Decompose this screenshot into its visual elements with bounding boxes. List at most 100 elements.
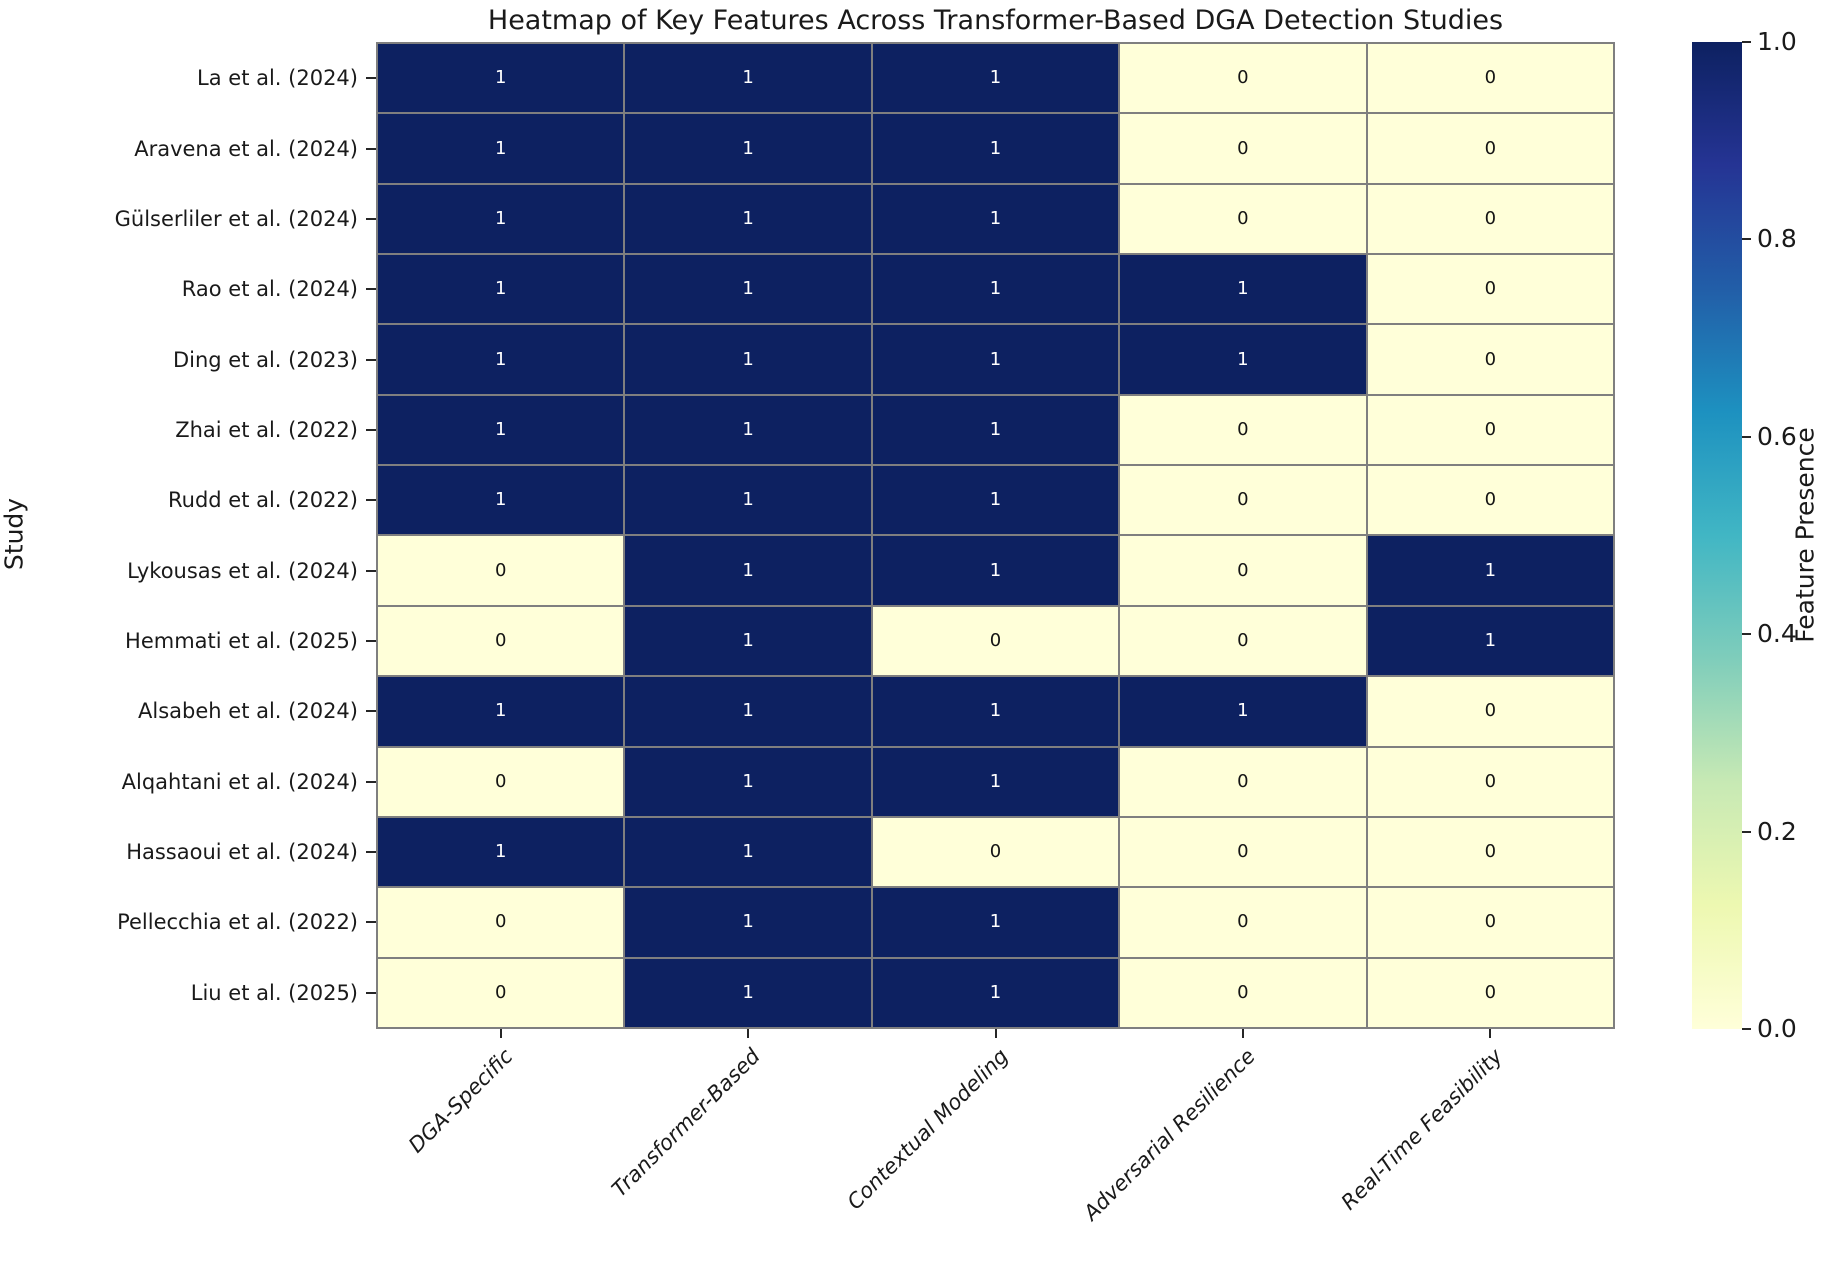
cell-annotation: 0 <box>1484 418 1497 440</box>
colorbar <box>1692 42 1742 1029</box>
heatmap-cell: 1 <box>378 677 624 746</box>
x-tick-label: Contextual Modeling <box>842 1044 1013 1215</box>
heatmap-cell: 0 <box>1367 466 1613 535</box>
y-tick-label: Lykousas et al. (2024) <box>127 558 358 583</box>
heatmap-cell: 0 <box>1120 888 1366 957</box>
cell-annotation: 1 <box>494 67 507 89</box>
cell-annotation: 0 <box>1237 911 1249 933</box>
cell-annotation: 0 <box>1237 418 1249 440</box>
y-tick-mark <box>366 991 376 994</box>
cell-annotation: 1 <box>1237 278 1249 300</box>
y-tick-label: Zhai et al. (2022) <box>175 417 358 442</box>
cell-annotation: 1 <box>989 137 1002 159</box>
y-tick-label: Gülserliler et al. (2024) <box>114 206 358 231</box>
cell-annotation: 0 <box>1237 559 1249 581</box>
heatmap-cell: 0 <box>1120 184 1366 254</box>
y-tick-label: Hassaoui et al. (2024) <box>126 840 358 865</box>
heatmap-cell: 1 <box>625 888 871 957</box>
cell-annotation: 0 <box>494 630 507 652</box>
cell-annotation: 1 <box>989 770 1002 792</box>
colorbar-tick-label: 1.0 <box>1757 27 1797 56</box>
y-tick-label: Alsabeh et al. (2024) <box>138 699 358 724</box>
cell-annotation: 0 <box>1484 911 1497 933</box>
chart-title: Heatmap of Key Features Across Transform… <box>487 5 1504 36</box>
heatmap-cell: 0 <box>378 606 624 676</box>
y-tick-mark <box>366 851 376 854</box>
cell-annotation: 1 <box>1484 630 1497 652</box>
heatmap-cell: 1 <box>872 536 1119 605</box>
heatmap-cell: 0 <box>1120 747 1366 816</box>
cell-annotation: 1 <box>494 841 507 863</box>
x-tick-mark <box>994 1029 997 1038</box>
x-tick-label: DGA-Specific <box>404 1044 518 1158</box>
cell-annotation: 0 <box>494 559 507 581</box>
heatmap-cell: 1 <box>378 466 624 535</box>
heatmap-cell: 0 <box>1120 536 1366 605</box>
y-tick-mark <box>366 428 376 431</box>
heatmap-cell: 0 <box>872 817 1119 887</box>
cell-annotation: 1 <box>989 207 1002 229</box>
y-tick-mark <box>366 77 376 80</box>
heatmap-cell: 0 <box>1367 255 1613 324</box>
heatmap-cell: 0 <box>1367 114 1613 183</box>
cell-annotation: 1 <box>742 841 754 863</box>
heatmap-cell: 0 <box>1120 817 1366 887</box>
heatmap-cell: 0 <box>1120 466 1366 535</box>
cell-annotation: 1 <box>1484 559 1497 581</box>
heatmap-cell: 1 <box>872 255 1119 324</box>
colorbar-label: Feature Presence <box>1790 427 1820 643</box>
heatmap-cell: 1 <box>872 325 1119 394</box>
cell-annotation: 1 <box>742 207 754 229</box>
heatmap-cell: 0 <box>1367 747 1613 816</box>
cell-annotation: 0 <box>494 981 507 1003</box>
heatmap-cell: 1 <box>625 255 871 324</box>
y-tick-mark <box>366 147 376 150</box>
heatmap-cell: 1 <box>378 395 624 465</box>
cell-annotation: 1 <box>742 278 754 300</box>
cell-annotation: 1 <box>989 489 1002 511</box>
cell-annotation: 1 <box>989 348 1002 370</box>
heatmap-cell: 0 <box>1120 114 1366 183</box>
cell-annotation: 1 <box>494 137 507 159</box>
cell-annotation: 0 <box>1484 137 1497 159</box>
cell-annotation: 0 <box>1484 348 1497 370</box>
heatmap-cell: 1 <box>625 114 871 183</box>
heatmap-cell: 0 <box>1367 958 1613 1027</box>
cell-annotation: 1 <box>494 418 507 440</box>
heatmap-cell: 1 <box>1120 255 1366 324</box>
cell-annotation: 0 <box>1237 770 1249 792</box>
heatmap-cell: 0 <box>872 606 1119 676</box>
y-tick-mark <box>366 217 376 220</box>
heatmap-cell: 1 <box>625 677 871 746</box>
heatmap-cell: 1 <box>872 184 1119 254</box>
cell-annotation: 0 <box>1484 489 1497 511</box>
heatmap-cell: 1 <box>378 255 624 324</box>
heatmap-cell: 1 <box>625 536 871 605</box>
heatmap-grid: 1 1 1 0 0 1 1 1 0 0 1 1 1 0 0 1 1 1 1 0 1 1 1 1 0 1 1 1 0 0 1 1 1 0 0 0 1 1 0 1… <box>376 42 1615 1029</box>
colorbar-tick-label: 0.8 <box>1757 224 1797 254</box>
cell-annotation: 0 <box>1237 981 1249 1003</box>
cell-annotation: 1 <box>742 770 754 792</box>
heatmap-cell: 1 <box>1120 677 1366 746</box>
heatmap-cell: 1 <box>378 114 624 183</box>
y-tick-label: Hemmati et al. (2025) <box>125 629 358 654</box>
x-tick-mark <box>1489 1029 1492 1038</box>
heatmap-cell: 0 <box>378 958 624 1027</box>
cell-annotation: 0 <box>1484 700 1497 722</box>
cell-annotation: 1 <box>1237 700 1249 722</box>
heatmap-cell: 1 <box>625 395 871 465</box>
x-tick-mark <box>1241 1029 1244 1038</box>
cell-annotation: 0 <box>1484 770 1497 792</box>
cell-annotation: 0 <box>1484 981 1497 1003</box>
y-tick-label: La et al. (2024) <box>197 66 358 91</box>
colorbar-tick-mark <box>1742 633 1751 636</box>
colorbar-tick-label: 0.2 <box>1757 816 1797 846</box>
cell-annotation: 1 <box>494 348 507 370</box>
cell-annotation: 1 <box>742 700 754 722</box>
cell-annotation: 0 <box>1237 630 1249 652</box>
colorbar-tick-mark <box>1742 435 1751 438</box>
heatmap-cell: 1 <box>378 817 624 887</box>
y-tick-mark <box>366 358 376 361</box>
cell-annotation: 1 <box>742 489 754 511</box>
